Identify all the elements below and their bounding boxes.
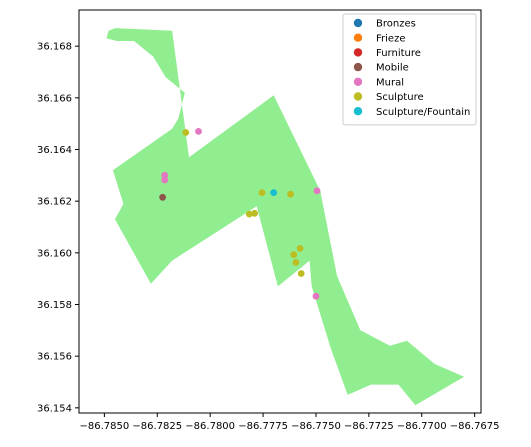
legend-marker-sculpture-fountain	[353, 107, 363, 116]
legend-marker-mobile	[353, 62, 363, 72]
y-tick-label-6: 36.166	[37, 93, 72, 104]
point-sculpture-6	[290, 251, 298, 258]
point-sculpture-fountain-0	[270, 189, 278, 197]
y-tick-label-0: 36.154	[37, 403, 72, 414]
point-mural-2	[195, 127, 202, 135]
point-sculpture-8	[297, 270, 305, 277]
y-tick-label-5: 36.164	[37, 145, 72, 156]
x-tick-label-2: −86.7800	[185, 421, 235, 432]
axes-frame	[78, 9, 482, 414]
x-tick-label-1: −86.7825	[132, 421, 182, 432]
legend-label-sculpture: Sculpture	[376, 92, 424, 103]
legend-label-frieze: Frieze	[376, 33, 405, 44]
legend-label-mobile: Mobile	[376, 63, 409, 74]
point-mural-1	[161, 176, 169, 184]
point-mobile-0	[159, 193, 167, 201]
point-mural-3	[313, 187, 321, 195]
legend-marker-bronzes	[353, 18, 363, 28]
district-area-polygon	[106, 28, 465, 406]
legend-label-bronzes: Bronzes	[376, 19, 416, 30]
point-sculpture-0	[182, 129, 190, 136]
legend-marker-furniture	[353, 48, 363, 57]
point-sculpture-2	[287, 190, 294, 198]
x-tick-label-4: −86.7750	[291, 421, 341, 432]
y-tick-label-2: 36.158	[37, 300, 72, 311]
legend-box	[342, 13, 477, 126]
legend-label-furniture: Furniture	[376, 48, 421, 59]
plot-area	[78, 9, 482, 414]
point-sculpture-3	[245, 210, 253, 218]
point-sculpture-4	[251, 209, 258, 217]
x-tick-label-5: −86.7725	[344, 421, 394, 432]
y-tick-label-3: 36.160	[37, 248, 72, 259]
x-axis: −86.7850 −86.7825 −86.7800 −86.7775 −86.7750…	[80, 413, 500, 432]
x-tick-label-7: −86.7675	[450, 421, 500, 432]
x-tick-label-6: −86.7700	[397, 421, 447, 432]
y-axis: 36.154 36.156 36.158 36.160 36.162 36.164 36.1…	[37, 42, 79, 414]
legend-marker-frieze	[353, 33, 363, 42]
legend: Bronzes Frieze Furniture Mobile Mural Sculptu…	[342, 13, 477, 126]
point-mural-0	[161, 171, 169, 179]
legend-label-sculpture-fountain: Sculpture/Fountain	[376, 107, 470, 118]
x-tick-label-0: −86.7850	[80, 421, 130, 432]
data-points	[159, 127, 321, 300]
y-tick-label-4: 36.162	[37, 197, 72, 208]
x-tick-label-3: −86.7775	[238, 421, 288, 432]
y-tick-label-7: 36.168	[37, 42, 72, 53]
point-sculpture-7	[292, 259, 300, 266]
point-sculpture-1	[258, 189, 266, 197]
point-mural-4	[312, 292, 320, 300]
y-tick-label-1: 36.156	[37, 352, 72, 363]
legend-label-mural: Mural	[376, 77, 404, 88]
point-sculpture-5	[296, 245, 304, 252]
legend-marker-mural	[353, 77, 363, 87]
legend-marker-sculpture	[353, 92, 363, 101]
